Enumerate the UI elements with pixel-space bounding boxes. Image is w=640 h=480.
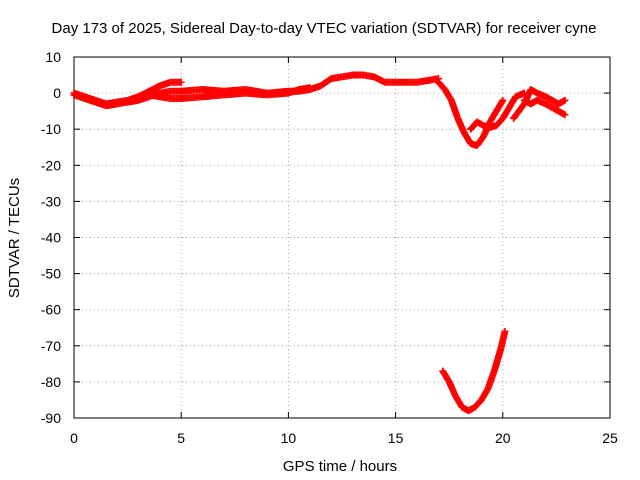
x-tick-label: 5: [177, 430, 185, 446]
data-point-marker: [501, 327, 509, 335]
y-tick-label: 0: [53, 85, 61, 101]
y-tick-label: -50: [41, 266, 61, 282]
x-tick-label: 20: [495, 430, 511, 446]
data-point-marker: [498, 98, 506, 106]
y-tick-label: -80: [41, 374, 61, 390]
series-track-c: [134, 84, 314, 103]
series-track-i: [439, 327, 509, 415]
series-track-e: [434, 78, 507, 149]
x-tick-label: 15: [388, 430, 404, 446]
series-track-f: [467, 89, 528, 133]
y-tick-label: 10: [45, 49, 61, 65]
series-track-d: [177, 71, 442, 97]
series-track-h: [520, 96, 569, 119]
y-tick-label: -40: [41, 230, 61, 246]
x-tick-label: 0: [70, 430, 78, 446]
series-track-g: [510, 85, 569, 122]
data-point-marker: [499, 96, 507, 104]
y-tick-label: -30: [41, 193, 61, 209]
x-tick-labels: 0 5 10 15 20 25: [70, 430, 618, 446]
x-axis-label: GPS time / hours: [283, 458, 397, 475]
y-tick-label: -70: [41, 338, 61, 354]
x-tick-label: 10: [281, 430, 297, 446]
data-point-marker: [561, 111, 569, 119]
y-tick-label: -20: [41, 157, 61, 173]
y-axis-label: SDTVAR / TECUs: [6, 178, 23, 298]
y-tick-label: -90: [41, 410, 61, 426]
chart-title: Day 173 of 2025, Sidereal Day-to-day VTE…: [52, 20, 597, 37]
x-tick-label: 25: [602, 430, 618, 446]
grid-layer: [74, 57, 610, 418]
y-tick-labels: 10 0 -10 -20 -30 -40 -50 -60 -70 -80 -90: [41, 49, 61, 426]
data-point-marker: [561, 96, 569, 104]
y-tick-label: -60: [41, 302, 61, 318]
data-point-marker: [177, 78, 185, 86]
data-layer: [70, 71, 569, 415]
y-tick-label: -10: [41, 121, 61, 137]
